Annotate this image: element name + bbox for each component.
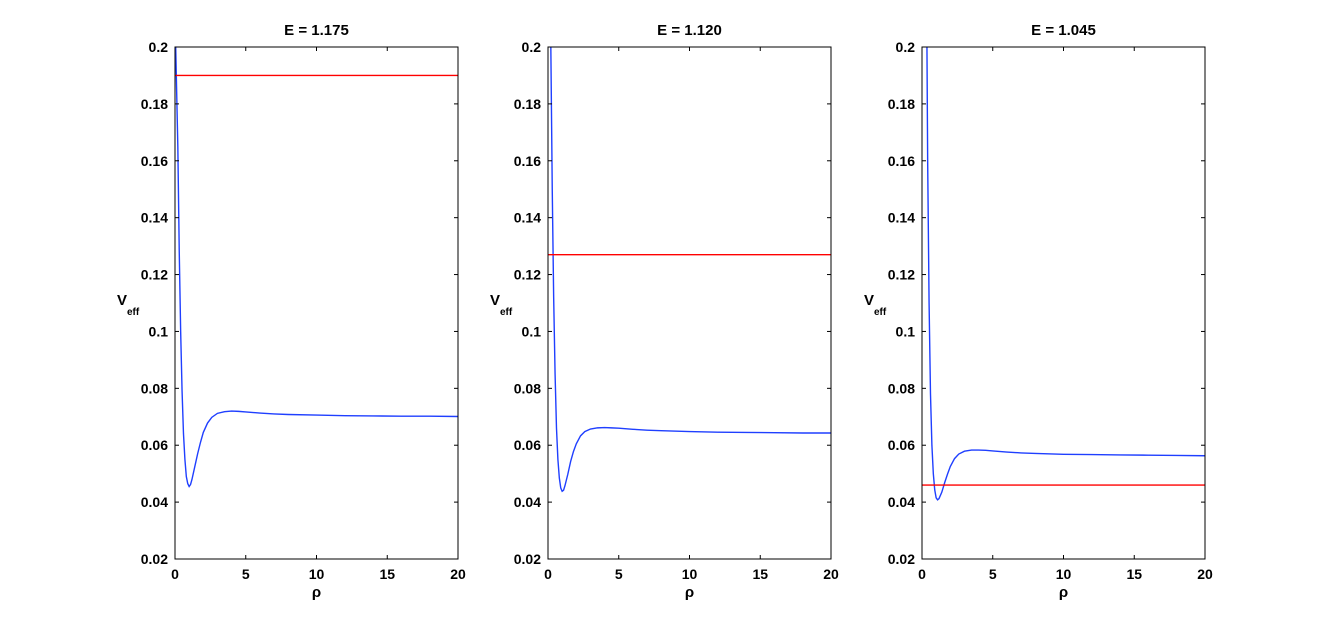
x-tick-label: 20 (823, 566, 839, 582)
y-tick-label: 0.14 (141, 210, 168, 226)
y-tick-label: 0.12 (888, 267, 915, 283)
x-tick-label: 20 (450, 566, 466, 582)
x-tick-label: 10 (309, 566, 325, 582)
y-axis-label: V (864, 292, 874, 309)
y-tick-label: 0.02 (888, 551, 915, 567)
y-tick-label: 0.04 (888, 494, 915, 510)
series-line-1 (550, 47, 831, 493)
y-tick-label: 0.2 (522, 39, 542, 55)
y-tick-label: 0.1 (522, 323, 542, 339)
y-tick-label: 0.2 (896, 39, 916, 55)
y-tick-label: 0.18 (514, 96, 541, 112)
x-tick-label: 0 (171, 566, 179, 582)
y-axis-label-subscript: eff (127, 307, 140, 318)
x-tick-label: 5 (989, 566, 997, 582)
y-axis-label: V (117, 292, 127, 309)
series-line-1 (926, 47, 1205, 501)
y-tick-label: 0.2 (149, 39, 169, 55)
x-tick-label: 5 (242, 566, 250, 582)
y-tick-label: 0.14 (888, 210, 915, 226)
y-tick-label: 0.08 (888, 380, 915, 396)
x-tick-label: 10 (682, 566, 698, 582)
y-tick-label: 0.04 (141, 494, 168, 510)
x-axis-label: ρ (685, 584, 694, 601)
y-tick-label: 0.1 (896, 323, 916, 339)
y-tick-label: 0.1 (149, 323, 169, 339)
x-tick-label: 15 (752, 566, 768, 582)
x-tick-label: 0 (544, 566, 552, 582)
y-tick-label: 0.16 (514, 153, 541, 169)
y-tick-label: 0.06 (888, 437, 915, 453)
y-tick-label: 0.16 (141, 153, 168, 169)
chart-panel-3: 0 5 10 15 20 0.02 0.04 0.06 0.08 0.1 0.12 0.14 0.16 0… (864, 22, 1213, 601)
chart-title: E = 1.045 (1031, 22, 1096, 39)
y-tick-label: 0.08 (141, 380, 168, 396)
x-tick-label: 20 (1197, 566, 1213, 582)
series-line-1 (175, 47, 458, 488)
y-tick-label: 0.06 (514, 437, 541, 453)
x-tick-label: 15 (379, 566, 395, 582)
y-tick-label: 0.02 (141, 551, 168, 567)
axes-box (174, 46, 459, 560)
axes-box (547, 46, 832, 560)
y-tick-label: 0.14 (514, 210, 541, 226)
x-tick-label: 10 (1056, 566, 1072, 582)
y-tick-label: 0.04 (514, 494, 541, 510)
y-tick-label: 0.12 (141, 267, 168, 283)
y-tick-label: 0.18 (888, 96, 915, 112)
y-tick-label: 0.02 (514, 551, 541, 567)
chart-title: E = 1.120 (657, 22, 722, 39)
y-axis-label: V (490, 292, 500, 309)
x-axis-label: ρ (1059, 584, 1068, 601)
y-tick-label: 0.08 (514, 380, 541, 396)
y-axis-label-subscript: eff (874, 307, 887, 318)
chart-title: E = 1.175 (284, 22, 349, 39)
chart-panel-2: 0 5 10 15 20 0.02 0.04 0.06 0.08 0.1 0.12 0.14 0.16 0… (490, 22, 839, 601)
x-tick-label: 5 (615, 566, 623, 582)
x-tick-label: 15 (1126, 566, 1142, 582)
y-tick-label: 0.18 (141, 96, 168, 112)
x-tick-label: 0 (918, 566, 926, 582)
x-axis-label: ρ (312, 584, 321, 601)
y-tick-label: 0.16 (888, 153, 915, 169)
chart-panel-1: 0 5 10 15 20 0.02 0.04 0.06 0.08 0.1 0.12 0.14 0.16 0… (117, 22, 466, 601)
y-tick-label: 0.06 (141, 437, 168, 453)
axes-box (921, 46, 1206, 560)
y-axis-label-subscript: eff (500, 307, 513, 318)
y-tick-label: 0.12 (514, 267, 541, 283)
